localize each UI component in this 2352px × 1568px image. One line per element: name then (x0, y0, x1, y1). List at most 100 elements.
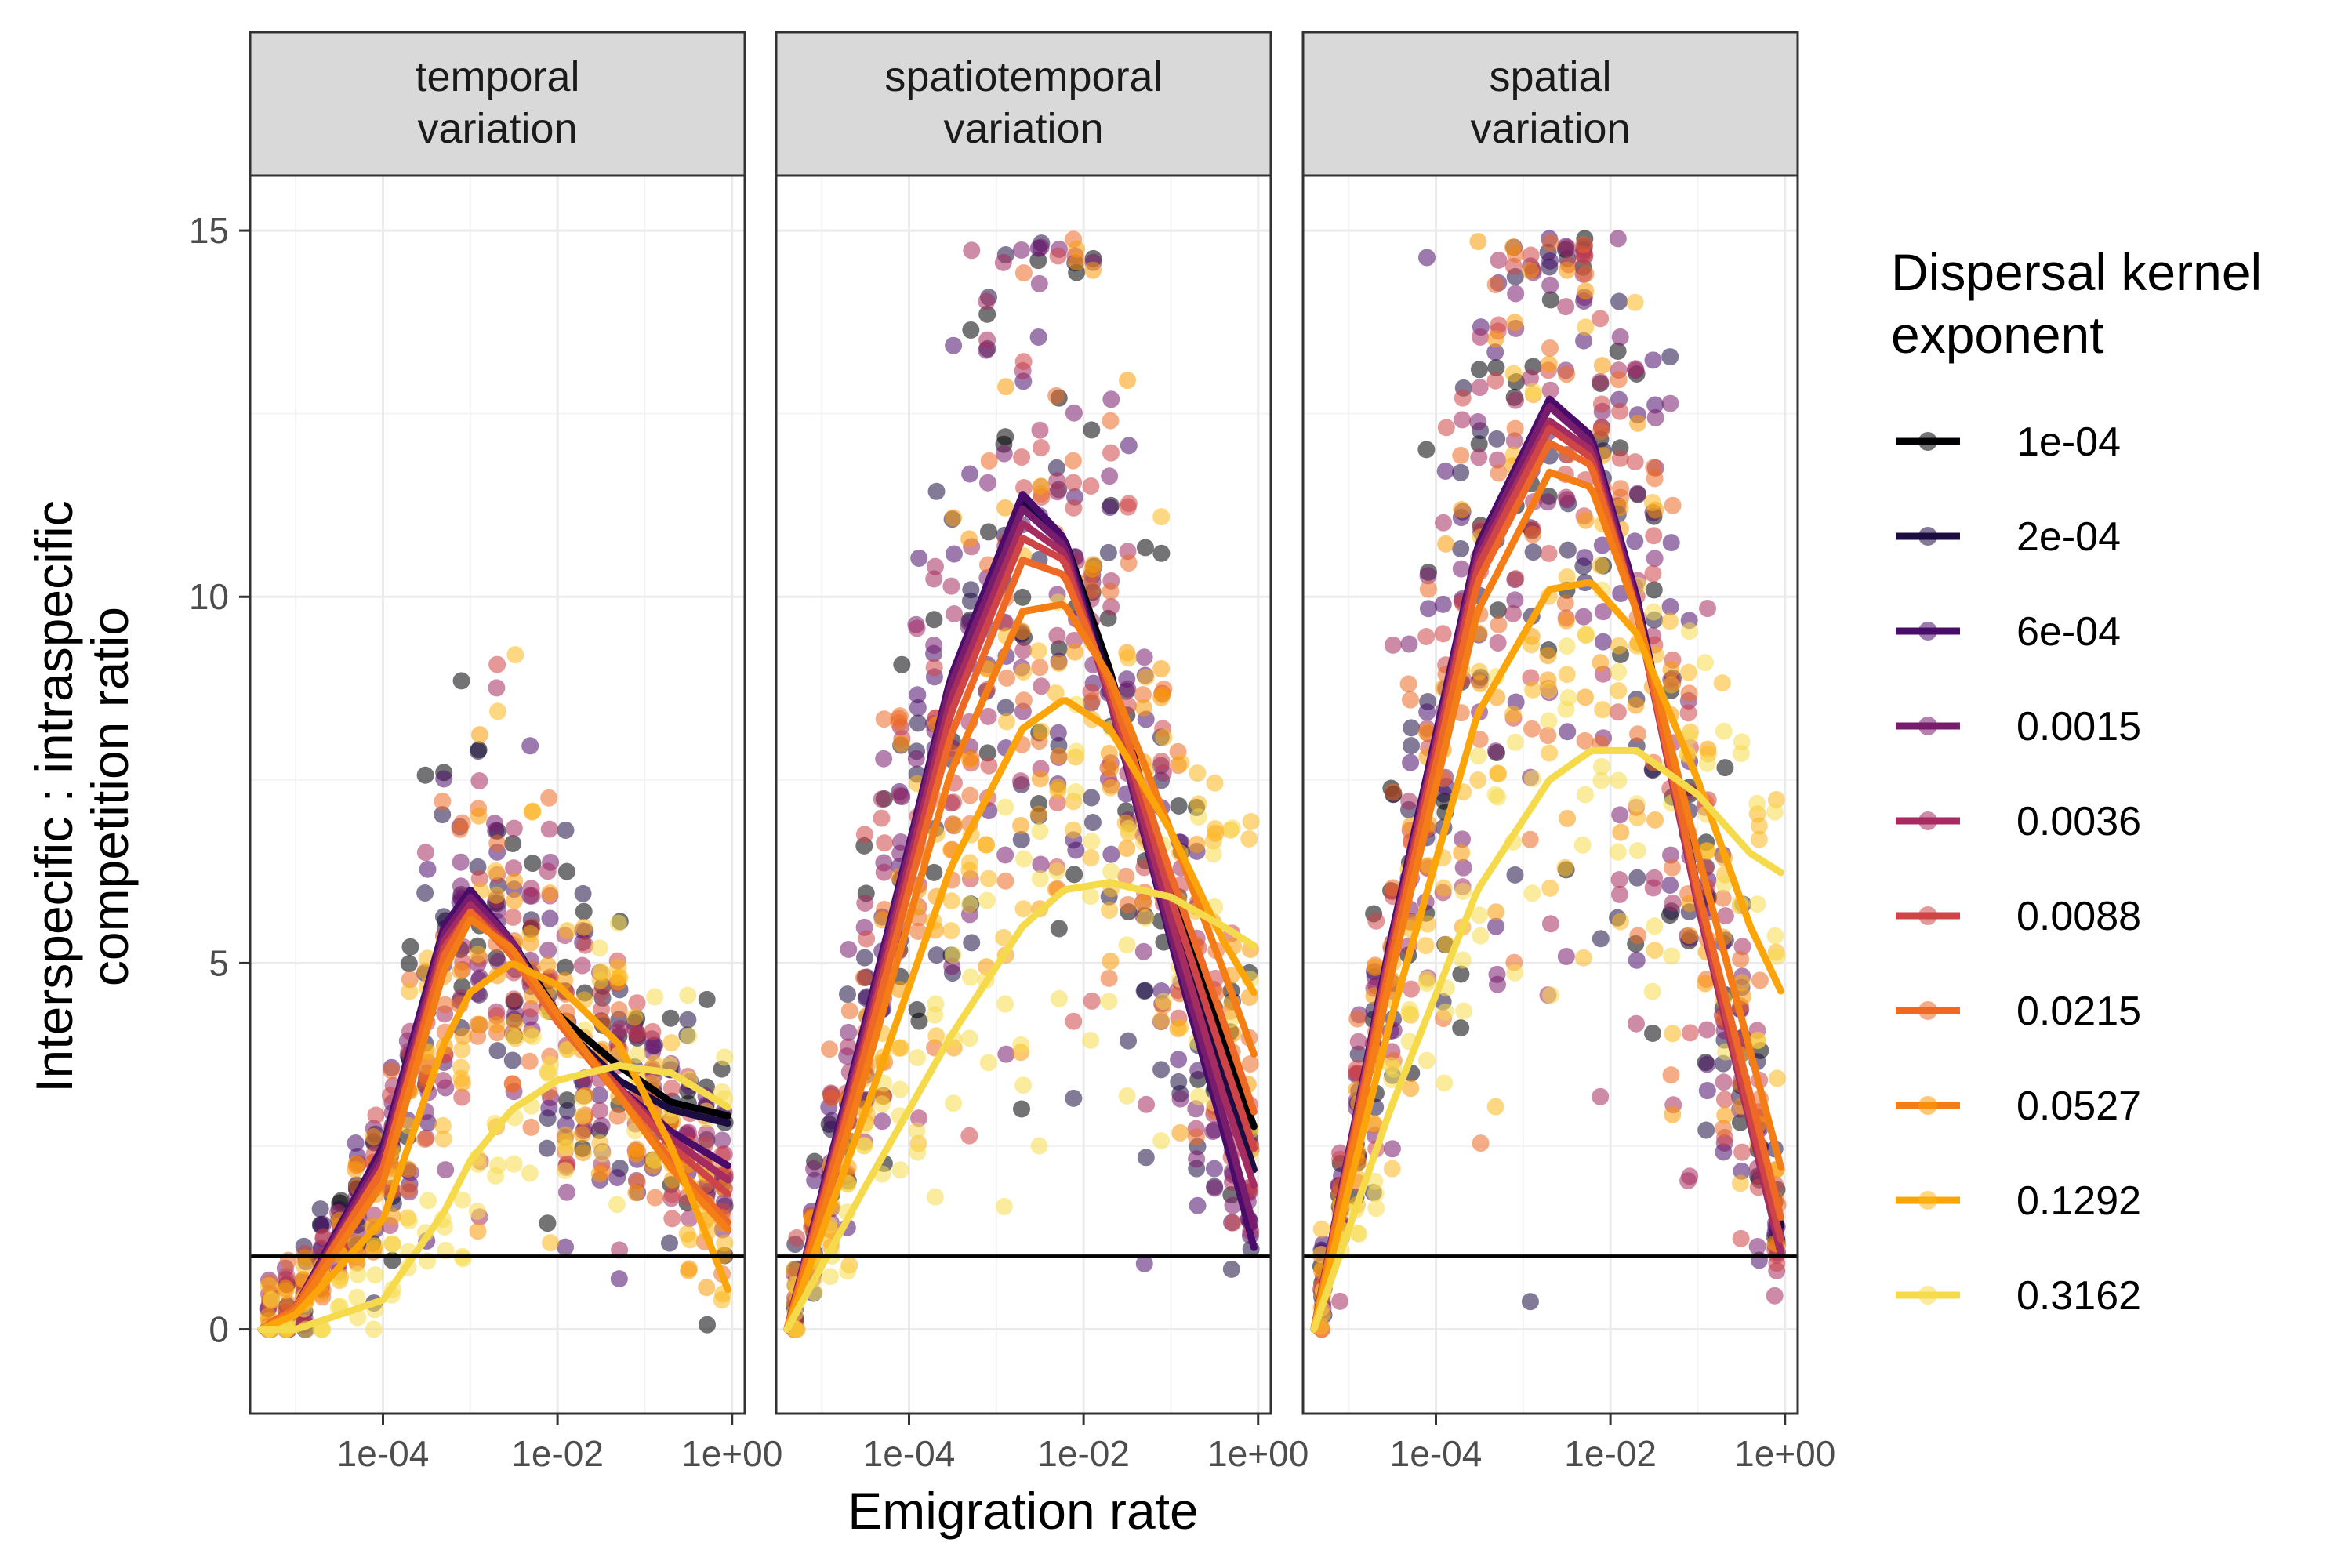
data-point (1065, 404, 1083, 422)
data-point (574, 884, 592, 902)
data-point (1748, 1237, 1766, 1255)
data-point (1366, 958, 1384, 976)
data-point (1048, 794, 1066, 812)
data-point (1611, 402, 1629, 420)
facet-panels: temporal variation spatiotemporal variation… (249, 31, 1799, 1415)
data-point (663, 1185, 681, 1203)
data-point (1031, 822, 1049, 840)
data-point (1507, 570, 1525, 588)
data-point (1486, 742, 1504, 760)
data-point (1367, 912, 1385, 930)
data-point (1486, 343, 1504, 361)
data-point (1206, 774, 1224, 792)
data-point (1559, 723, 1577, 741)
data-point (1155, 993, 1173, 1011)
data-point (1471, 379, 1489, 397)
data-point (365, 1320, 383, 1338)
data-point (1436, 1003, 1454, 1021)
data-point (1102, 597, 1120, 615)
data-point (996, 378, 1014, 396)
data-point (503, 1075, 521, 1093)
data-point (469, 742, 487, 760)
data-point (611, 1241, 629, 1259)
data-point (1029, 805, 1047, 823)
data-point (1469, 771, 1487, 789)
data-point (1731, 1113, 1749, 1131)
data-point (1014, 353, 1033, 371)
x-tick-label: 1e+00 (681, 1433, 782, 1474)
data-point (1384, 636, 1402, 654)
data-point (1152, 752, 1171, 770)
data-point (1540, 355, 1558, 373)
data-point (1189, 795, 1207, 813)
data-point (487, 886, 505, 904)
data-point (1609, 342, 1627, 360)
data-point (608, 1168, 626, 1186)
data-point (401, 971, 419, 989)
panel-content (1303, 230, 1798, 1338)
data-point (1593, 357, 1611, 375)
data-point (1557, 947, 1575, 965)
data-point (1454, 389, 1472, 407)
data-point (1592, 930, 1610, 948)
legend-key-point (1918, 622, 1937, 641)
data-point (1469, 747, 1487, 765)
data-point (1486, 276, 1504, 294)
data-point (506, 1013, 524, 1031)
data-point (1733, 1143, 1751, 1161)
data-point (469, 946, 487, 964)
data-point (1242, 812, 1260, 830)
data-point (910, 549, 928, 567)
data-point (1223, 819, 1241, 837)
data-point (591, 1102, 609, 1120)
data-point (365, 1128, 383, 1146)
data-point (1470, 906, 1488, 924)
data-point (573, 1126, 591, 1144)
data-point (434, 1072, 452, 1090)
legend-label: 1e-04 (2016, 419, 2121, 465)
data-point (1662, 676, 1680, 694)
data-point (540, 820, 558, 838)
data-point (1204, 1123, 1222, 1141)
data-point (1750, 830, 1768, 848)
data-point (855, 826, 873, 844)
data-point (1645, 527, 1663, 545)
data-point (1171, 1090, 1189, 1108)
data-point (978, 474, 996, 492)
data-point (452, 853, 470, 871)
data-point (539, 956, 557, 975)
data-point (627, 1184, 645, 1202)
data-point (1661, 348, 1679, 366)
data-point (383, 1236, 401, 1254)
data-point (1661, 597, 1679, 615)
data-point (1645, 581, 1663, 599)
data-point (1558, 261, 1576, 279)
data-point (858, 930, 876, 948)
data-point (1539, 647, 1557, 665)
data-point (960, 862, 978, 880)
data-point (628, 1025, 646, 1043)
data-point (840, 1023, 858, 1041)
data-point (1594, 603, 1612, 621)
data-point (1152, 688, 1171, 706)
data-point (960, 530, 978, 548)
data-point (699, 1316, 717, 1334)
data-point (576, 936, 594, 954)
data-point (1611, 913, 1629, 931)
x-tick-label: 1e-04 (863, 1433, 956, 1474)
data-point (1419, 580, 1437, 598)
data-point (1715, 1091, 1733, 1109)
data-point (1748, 794, 1766, 812)
data-point (978, 292, 996, 310)
data-point (1523, 636, 1541, 654)
data-point (945, 336, 963, 354)
data-point (1050, 654, 1068, 672)
data-point (979, 869, 997, 887)
data-point (609, 914, 627, 932)
data-point (489, 1156, 507, 1174)
facet-panel-3: spatial variation (1301, 31, 1799, 1415)
data-point (1748, 895, 1766, 913)
data-point (1189, 1196, 1207, 1214)
data-point (1593, 536, 1611, 554)
data-point (963, 934, 981, 952)
